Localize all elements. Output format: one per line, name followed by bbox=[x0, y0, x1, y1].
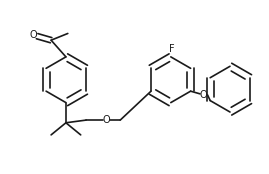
Text: O: O bbox=[200, 90, 208, 100]
Text: O: O bbox=[29, 30, 37, 40]
Text: O: O bbox=[102, 115, 110, 125]
Text: F: F bbox=[169, 44, 175, 54]
